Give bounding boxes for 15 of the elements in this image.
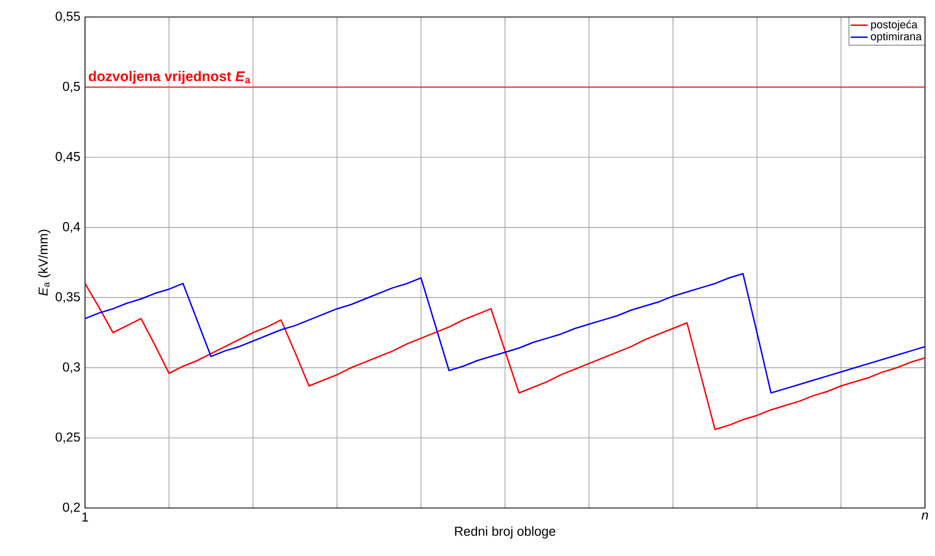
y-tick-label: 0,2 [62,502,80,514]
y-tick-label: 0,25 [56,432,80,444]
y-tick-label: 0,3 [62,362,80,374]
ref-line-label: dozvoljena vrijednost E$_{a}$ [88,70,250,84]
y-tick-label: 0,55 [56,12,80,22]
x-tick-label: n [922,512,928,520]
legend-label: optimirana [870,32,922,42]
x-tick-label: 1 [82,512,88,522]
y-tick-label: 0,5 [62,82,80,93]
y-tick-label: 0,35 [56,292,80,303]
y-tick-label: 0,45 [56,152,80,163]
y-axis-title: E$_{a}$ (kV/mm) [38,230,50,296]
x-axis-title: Redni broj obloge [455,526,556,538]
legend-label: postojeća [871,20,918,31]
y-tick-label: 0,4 [62,222,80,233]
